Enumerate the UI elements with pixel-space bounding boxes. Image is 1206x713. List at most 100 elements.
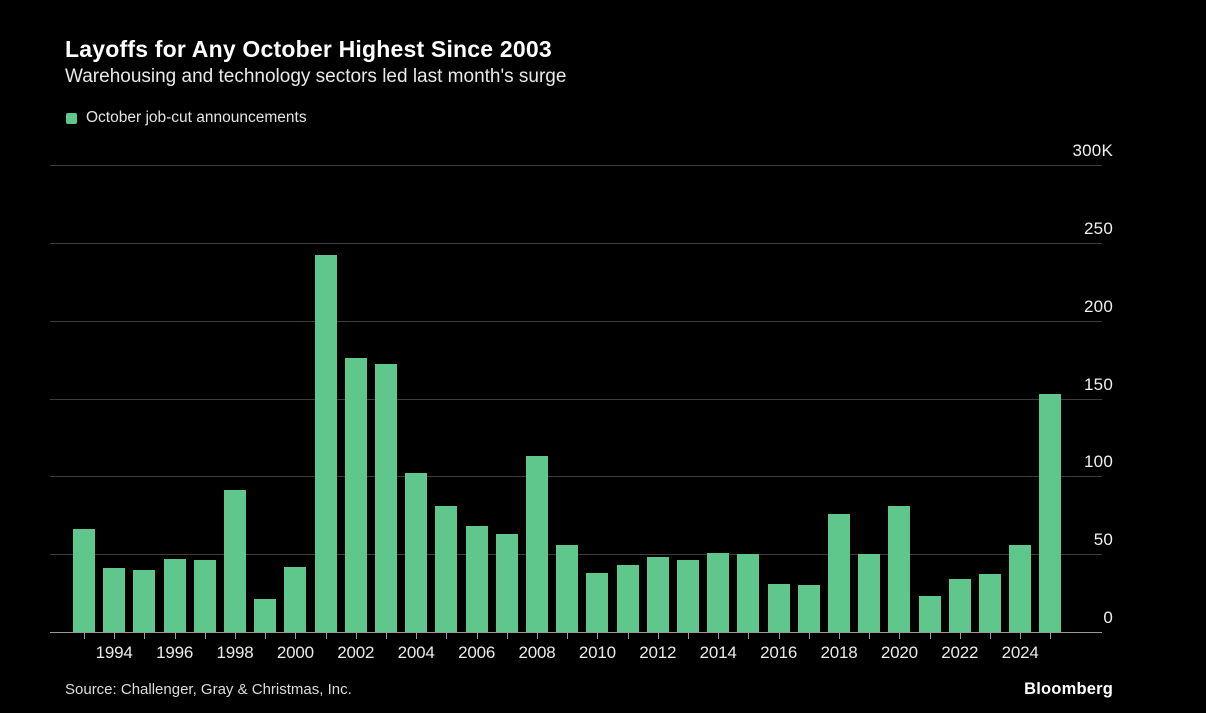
x-axis-tick-label: 1998	[216, 643, 254, 662]
x-axis-tick	[476, 633, 478, 639]
x-axis-tick	[204, 633, 206, 639]
gridline	[50, 165, 1102, 166]
x-axis-tick	[1020, 633, 1022, 639]
legend-label: October job-cut announcements	[86, 109, 307, 126]
x-axis-tick	[597, 633, 599, 639]
x-axis-tick	[537, 633, 538, 639]
x-axis-tick-label: 2010	[578, 643, 616, 662]
y-axis-tick-label: 300K	[1072, 141, 1113, 160]
x-axis-tick-label: 2004	[397, 643, 435, 662]
y-axis-tick-label: 50	[1093, 530, 1113, 550]
y-axis-tick-label: 0	[1103, 608, 1113, 627]
bar	[918, 596, 941, 632]
x-axis-tick-label: 2022	[941, 643, 979, 662]
bar	[73, 529, 95, 632]
x-axis-tick	[657, 633, 659, 639]
bar	[495, 533, 518, 632]
bar	[888, 505, 911, 632]
bar	[163, 558, 186, 632]
x-axis-tick	[627, 633, 629, 639]
bar	[435, 505, 458, 632]
x-axis-tick	[748, 633, 750, 639]
x-axis-tick-label: 2024	[1001, 643, 1039, 662]
x-axis-tick	[959, 633, 961, 639]
bar	[284, 566, 307, 632]
x-axis-tick-label: 2006	[458, 643, 496, 662]
x-axis-tick	[265, 633, 267, 639]
x-axis-tick	[929, 633, 931, 639]
bar	[314, 255, 337, 632]
legend-swatch-icon	[66, 112, 77, 124]
bar	[465, 526, 488, 632]
x-axis-tick-label: 2020	[880, 643, 918, 662]
bar	[344, 358, 367, 632]
gridline	[50, 398, 1102, 400]
bar	[767, 583, 790, 632]
bar	[707, 552, 730, 632]
x-axis-tick-label: 2002	[337, 643, 375, 662]
chart-subtitle: Warehousing and technology sectors led l…	[65, 66, 567, 87]
gridline	[50, 242, 1102, 244]
x-axis-tick	[446, 633, 448, 639]
x-axis-tick-label: 2018	[820, 643, 858, 662]
x-axis-tick	[355, 633, 357, 639]
bar	[948, 579, 971, 632]
x-axis-tick	[778, 633, 780, 639]
y-axis-tick-label: 100	[1084, 452, 1113, 472]
bar	[677, 560, 699, 632]
y-axis-tick-label: 200	[1084, 296, 1113, 316]
x-axis-tick	[325, 633, 327, 639]
chart-title: Layoffs for Any October Highest Since 20…	[65, 36, 552, 62]
x-axis-tick-label: 1996	[156, 643, 194, 662]
x-axis-tick-label: 1994	[95, 643, 133, 662]
bar	[526, 456, 548, 632]
x-axis-tick	[869, 633, 871, 639]
x-axis-tick-label: 2008	[518, 643, 556, 662]
x-axis-tick	[808, 633, 810, 639]
y-axis-tick-label: 150	[1084, 374, 1113, 394]
x-axis-tick	[235, 633, 236, 639]
x-axis-tick	[839, 633, 840, 639]
x-axis-tick	[506, 633, 508, 639]
x-axis-tick-label: 2000	[276, 643, 314, 662]
bar	[586, 572, 609, 632]
bar	[1039, 393, 1062, 632]
bar	[193, 560, 216, 632]
x-axis-tick	[718, 633, 720, 639]
bar	[737, 554, 760, 632]
legend: October job-cut announcements	[66, 109, 307, 127]
bar	[556, 544, 579, 632]
axis-baseline	[50, 632, 1102, 633]
source-note: Source: Challenger, Gray & Christmas, In…	[65, 681, 352, 698]
bar	[646, 557, 669, 632]
x-axis-tick	[1050, 633, 1052, 639]
bar	[797, 585, 820, 632]
x-axis-tick	[899, 633, 901, 639]
y-axis-tick-label: 250	[1084, 218, 1113, 238]
bar	[254, 599, 277, 632]
x-axis-tick-label: 2016	[760, 643, 798, 662]
x-axis-tick	[990, 633, 991, 639]
x-axis-tick	[416, 633, 418, 639]
x-axis-tick-label: 2012	[639, 643, 677, 662]
bar	[133, 569, 156, 632]
x-axis-tick	[688, 633, 689, 639]
gridline	[50, 476, 1102, 478]
x-axis-tick	[144, 633, 146, 639]
x-axis-tick	[174, 633, 176, 639]
bloomberg-logo: Bloomberg	[1024, 680, 1113, 698]
bar	[979, 574, 1001, 632]
bar	[103, 568, 126, 632]
bar	[224, 490, 246, 632]
bar	[828, 513, 850, 632]
bar	[405, 473, 428, 632]
bar	[1009, 544, 1032, 632]
x-axis-tick	[114, 633, 116, 639]
gridline	[50, 320, 1102, 322]
bar	[858, 554, 881, 632]
x-axis-tick	[567, 633, 569, 639]
x-axis-tick	[386, 633, 387, 639]
bar	[616, 565, 639, 632]
